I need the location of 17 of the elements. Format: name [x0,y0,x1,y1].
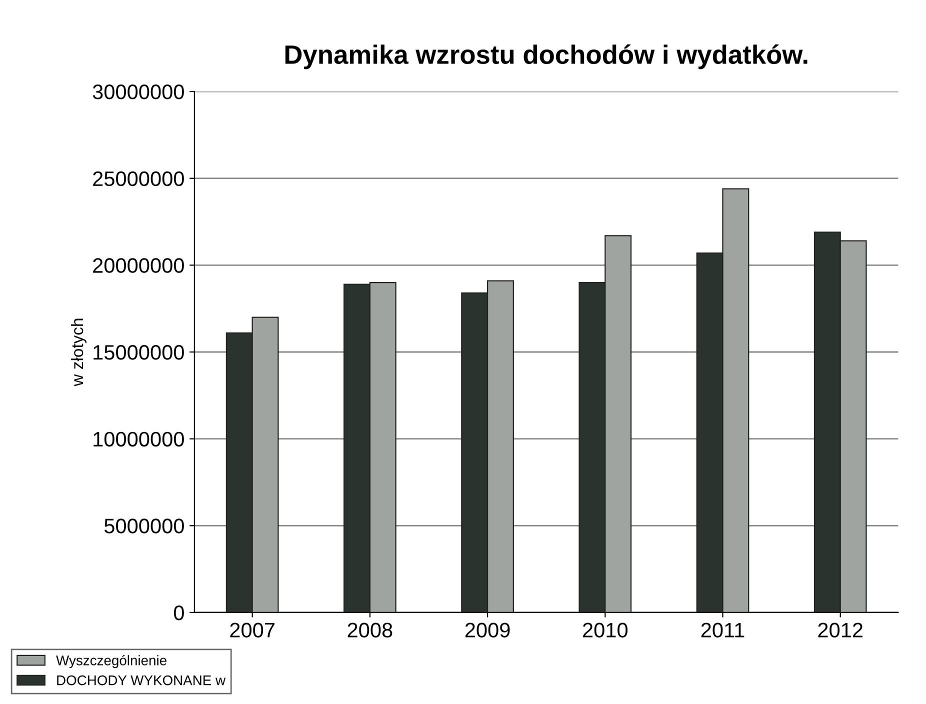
y-tick-label: 0 [174,605,184,620]
y-tick-label: 20000000 [93,258,184,273]
y-axis-title: w złotych [70,318,86,386]
x-tick-label: 2008 [348,622,392,638]
y-tick-label: 5000000 [104,518,184,534]
x-tick-label: 2009 [465,622,510,638]
y-tick-label: 30000000 [92,84,184,100]
x-tick-label: 2007 [230,622,274,638]
legend-label: Wyszczególnienie [56,654,166,668]
y-tick-label: 25000000 [93,171,184,186]
chart-title: Dynamika wzrostu dochodów i wydatków. [285,44,808,70]
y-tick-label: 15000000 [94,345,184,360]
legend-label: DOCHODY WYKONANE w [57,675,226,686]
y-tick-label: 10000000 [94,432,184,447]
x-tick-label: 2011 [701,622,744,638]
x-tick-label: 2010 [583,622,628,638]
x-tick-label: 2012 [818,622,862,638]
